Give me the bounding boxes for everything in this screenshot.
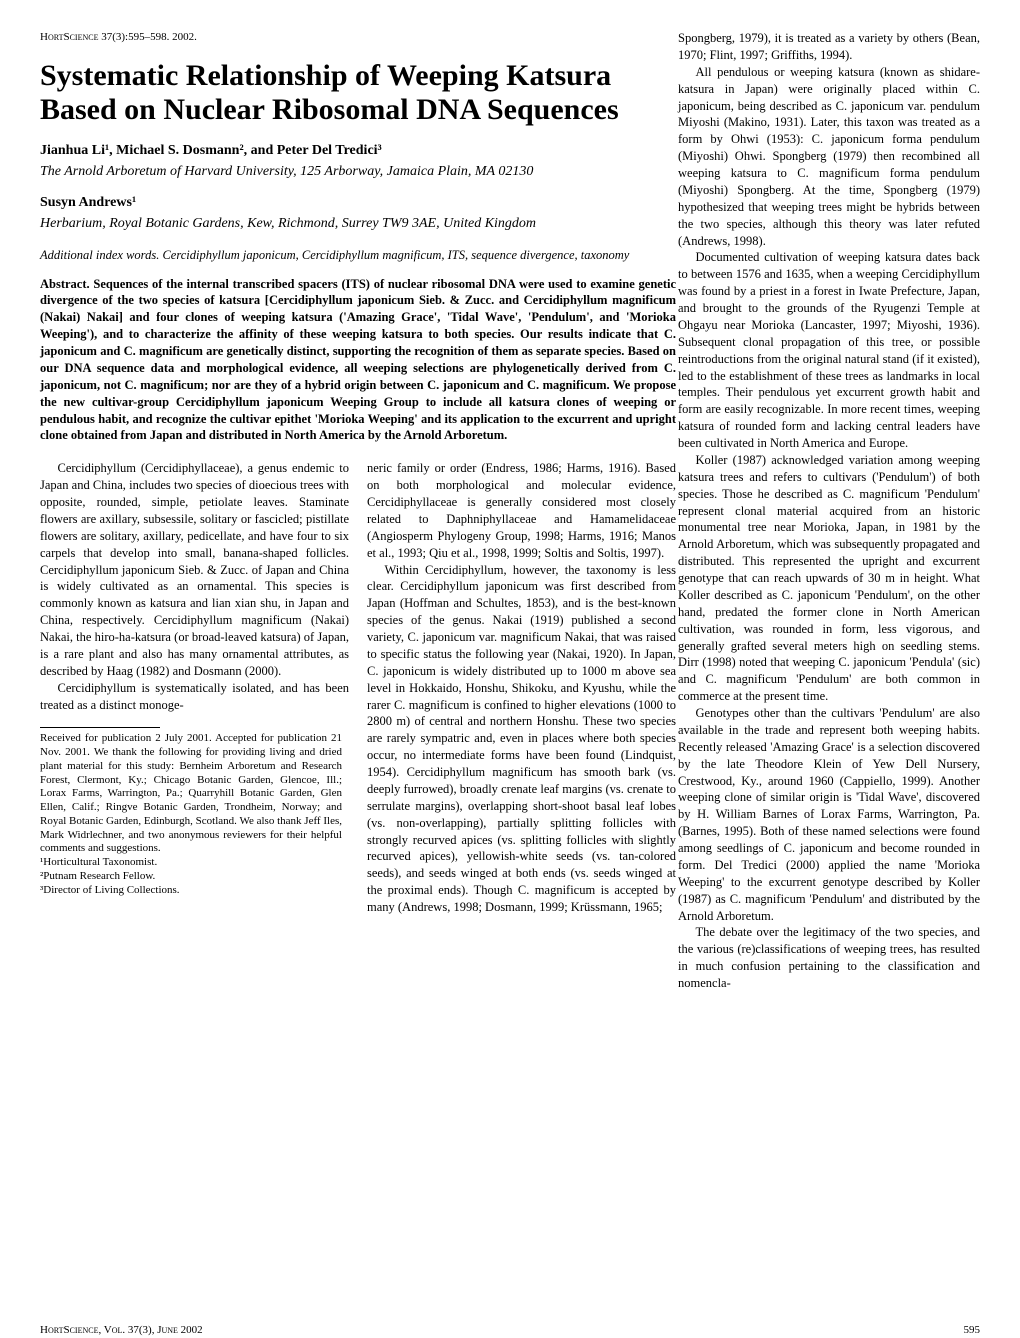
intro-paragraph-2: Cercidiphyllum is systematically isolate… <box>40 680 349 714</box>
abstract: Abstract. Sequences of the internal tran… <box>40 276 676 445</box>
journal-reference: HortScience 37(3):595–598. 2002. <box>40 30 676 45</box>
footnote-received: Received for publication 2 July 2001. Ac… <box>40 732 342 856</box>
article-title: Systematic Relationship of Weeping Katsu… <box>40 59 676 128</box>
rc-paragraph-2: All pendulous or weeping katsura (known … <box>678 64 980 250</box>
intro-paragraph-1: Cercidiphyllum (Cercidiphyllaceae), a ge… <box>40 460 349 679</box>
footnote-divider <box>40 727 160 728</box>
intro-paragraph-4: Within Cercidiphyllum, however, the taxo… <box>367 562 676 916</box>
footnote-role-3: ³Director of Living Collections. <box>40 884 342 898</box>
index-words: Additional index words. Cercidiphyllum j… <box>40 247 676 264</box>
right-column: Spongberg, 1979), it is treated as a var… <box>678 30 980 992</box>
rc-paragraph-5: Genotypes other than the cultivars 'Pend… <box>678 705 980 924</box>
affiliation-primary: The Arnold Arboretum of Harvard Universi… <box>40 163 676 181</box>
footer-journal: HortScience, Vol. 37(3), June 2002 <box>40 1323 203 1338</box>
rc-paragraph-6: The debate over the legitimacy of the tw… <box>678 924 980 992</box>
authors-primary: Jianhua Li¹, Michael S. Dosmann², and Pe… <box>40 142 676 161</box>
rc-paragraph-3: Documented cultivation of weeping katsur… <box>678 249 980 452</box>
footnote-role-1: ¹Horticultural Taxonomist. <box>40 856 342 870</box>
footnote-role-2: ²Putnam Research Fellow. <box>40 870 342 884</box>
intro-paragraph-3: neric family or order (Endress, 1986; Ha… <box>367 460 676 561</box>
authors-secondary: Susyn Andrews¹ <box>40 194 676 213</box>
rc-paragraph-4: Koller (1987) acknowledged variation amo… <box>678 452 980 705</box>
footer-page-number: 595 <box>964 1323 981 1338</box>
rc-paragraph-1: Spongberg, 1979), it is treated as a var… <box>678 30 980 64</box>
affiliation-secondary: Herbarium, Royal Botanic Gardens, Kew, R… <box>40 215 676 233</box>
